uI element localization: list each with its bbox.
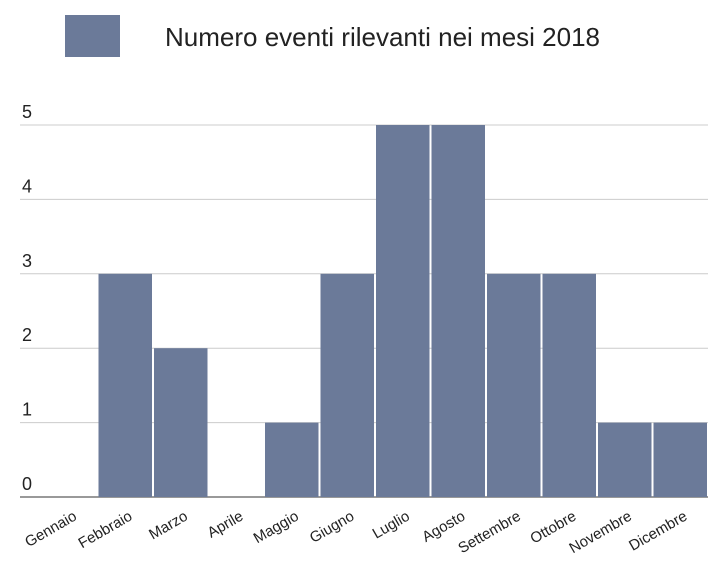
- x-tick-label: Febbraio: [75, 508, 135, 552]
- x-tick-label: Giugno: [307, 508, 357, 547]
- y-tick-label: 5: [22, 102, 32, 122]
- x-tick-label: Gennaio: [22, 508, 80, 551]
- y-tick-label: 4: [22, 176, 32, 196]
- y-tick-label: 2: [22, 325, 32, 345]
- y-tick-label: 1: [22, 400, 32, 420]
- y-tick-label: 0: [22, 474, 32, 494]
- legend-swatch: [65, 15, 120, 57]
- bar: [431, 125, 485, 497]
- y-tick-label: 3: [22, 251, 32, 271]
- bar: [154, 348, 208, 497]
- x-tick-label: Aprile: [205, 508, 247, 542]
- x-tick-label: Luglio: [370, 508, 413, 543]
- bar: [487, 273, 541, 497]
- bar: [98, 273, 152, 497]
- bar: [542, 273, 596, 497]
- x-tick-label: Novembre: [566, 508, 634, 557]
- x-tick-label: Maggio: [251, 508, 302, 547]
- legend-label: Numero eventi rilevanti nei mesi 2018: [165, 22, 600, 52]
- bar: [376, 125, 430, 497]
- x-tick-label: Settembre: [455, 508, 523, 557]
- x-tick-label: Dicembre: [626, 508, 690, 555]
- bar: [265, 422, 319, 497]
- bar: [598, 422, 652, 497]
- x-tick-label: Marzo: [146, 508, 191, 544]
- bar: [320, 273, 374, 497]
- bar: [653, 422, 707, 497]
